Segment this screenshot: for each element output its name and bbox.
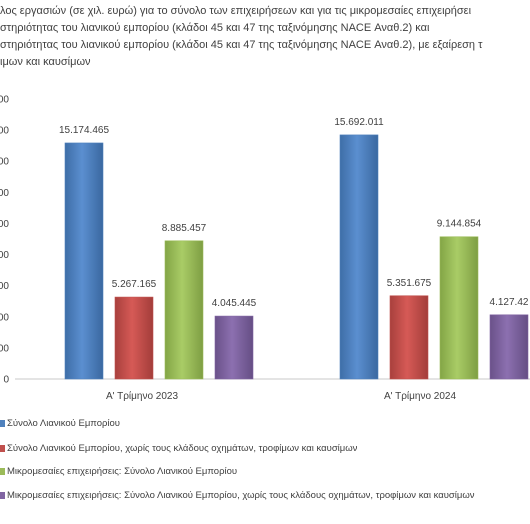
chart-title-line-3: στηριότητας του λιανικού εμπορίου (κλάδο…: [0, 39, 483, 51]
legend-item: Σύνολο Λιανικού Εμπορίου, χωρίς τους κλά…: [0, 443, 357, 454]
y-tick-label: 00: [0, 126, 9, 137]
legend-swatch: [0, 420, 5, 427]
data-label: 9.144.854: [437, 219, 482, 230]
legend-label: Μικρομεσαίες επιχειρήσεις: Σύνολο Λιανικ…: [7, 490, 475, 501]
bar: [439, 236, 479, 380]
bar: [389, 295, 429, 380]
bar: [489, 314, 529, 380]
x-tick-label: Α' Τρίμηνο 2023: [106, 390, 179, 402]
y-tick-label: 00: [0, 188, 9, 199]
chart-bars: 15.174.465 15.692.011 5.267.165 5.351.675 8.…: [59, 117, 529, 380]
chart-title-line-4: ιμων και καυσίμων: [0, 56, 91, 68]
data-label: 4.127.42: [490, 297, 529, 308]
bar: [214, 315, 254, 380]
data-label: 5.351.675: [387, 278, 432, 289]
data-label: 4.045.445: [212, 298, 257, 309]
chart-title-line-2: στηριότητας του λιανικού εμπορίου (κλάδο…: [0, 22, 430, 34]
bar: [64, 142, 104, 380]
legend-label: Σύνολο Λιανικού Εμπορίου, χωρίς τους κλά…: [7, 443, 358, 454]
y-tick-label: 00: [0, 219, 9, 230]
y-tick-label: 00: [0, 250, 9, 261]
y-tick-label: 00: [0, 343, 9, 354]
y-tick-label: 00: [0, 312, 9, 323]
legend-item: Μικρομεσαίες επιχειρήσεις: Σύνολο Λιανικ…: [0, 490, 475, 501]
data-label: 5.267.165: [112, 279, 157, 290]
legend-label: Σύνολο Λιανικού Εμπορίου: [7, 418, 120, 429]
bar: [339, 134, 379, 380]
y-tick-label: 00: [0, 157, 9, 168]
data-label: 8.885.457: [162, 223, 207, 234]
legend-label: Μικρομεσαίες επιχειρήσεις: Σύνολο Λιανικ…: [7, 466, 238, 477]
data-label: 15.692.011: [334, 117, 384, 128]
legend-item: Σύνολο Λιανικού Εμπορίου: [0, 418, 120, 429]
y-tick-label: 00: [0, 95, 9, 106]
legend-swatch: [0, 445, 5, 452]
y-tick-label: 00: [0, 281, 9, 292]
y-tick-label: 0: [3, 375, 9, 386]
data-label: 15.174.465: [59, 125, 109, 136]
legend-swatch: [0, 468, 5, 475]
legend-item: Μικρομεσαίες επιχειρήσεις: Σύνολο Λιανικ…: [0, 466, 237, 477]
legend-swatch: [0, 492, 5, 499]
chart-title-line-1: λος εργασιών (σε χιλ. ευρώ) για το σύνολ…: [0, 5, 472, 17]
x-tick-label: Α' Τρίμηνο 2024: [384, 390, 457, 402]
bar: [114, 296, 154, 380]
bar: [164, 240, 204, 380]
